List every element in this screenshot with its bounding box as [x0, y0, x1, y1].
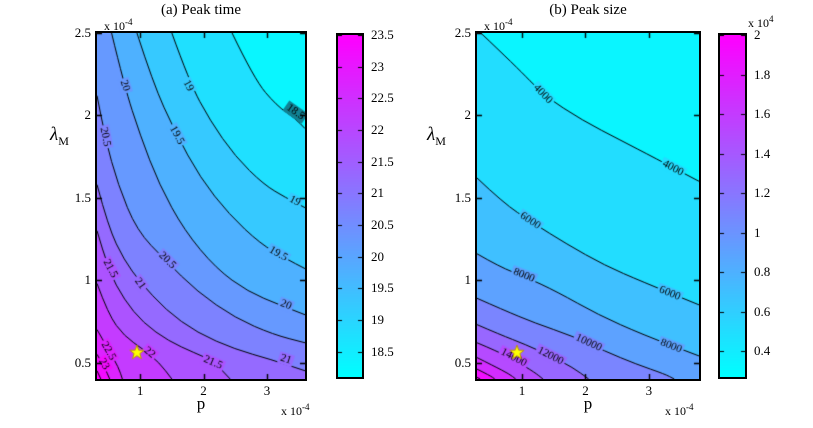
panel-b-y-scale-label: x 10-4 — [484, 17, 513, 33]
y-tick-label: 1 — [84, 272, 92, 288]
x-tick-label: 2 — [200, 383, 207, 398]
panel-a-y-axis-label: λM — [50, 124, 69, 148]
panel-a-title: (a) Peak time — [161, 2, 241, 18]
y-tick-label: 1.5 — [454, 189, 471, 205]
x-tick-label: 3 — [263, 383, 271, 398]
colorbar-tick-label: 21 — [371, 185, 384, 201]
panel-a-x-scale-label: x 10-4 — [281, 402, 310, 418]
colorbar-tick-label: 20.5 — [371, 217, 394, 232]
y-tick-label: 2.5 — [454, 25, 471, 40]
panel-b-colorbar-scale-label: x 104 — [748, 14, 774, 30]
colorbar-tick-label: 1.4 — [754, 145, 771, 161]
y-tick-label: 2 — [464, 107, 472, 123]
colorbar-tick-label: 1 — [754, 224, 761, 240]
colorbar-tick-label: 2 — [754, 27, 761, 42]
panel-a-y-scale-label: x 10-4 — [104, 17, 133, 33]
colorbar-tick-label: 19.5 — [371, 280, 394, 296]
panel-b-colorbar — [720, 35, 745, 377]
panel-b-title: (b) Peak size — [549, 2, 627, 18]
colorbar-tick-label: 20 — [371, 248, 384, 264]
y-tick-label: 0.5 — [74, 354, 91, 370]
colorbar-tick-label: 1.8 — [754, 66, 771, 82]
colorbar-tick-label: 0.4 — [754, 343, 771, 359]
x-tick-label: 2 — [582, 383, 589, 398]
y-tick-label: 2 — [84, 107, 92, 123]
colorbar-tick-label: 0.6 — [754, 303, 771, 319]
y-tick-label: 1 — [464, 272, 472, 288]
panel-a-contour-plot — [97, 33, 305, 379]
colorbar-tick-label: 1.6 — [754, 106, 771, 122]
panel-b-x-scale-label: x 10-4 — [665, 402, 694, 418]
colorbar-tick-label: 1.2 — [754, 185, 771, 201]
colorbar-tick-label: 22 — [371, 122, 384, 137]
colorbar-tick-label: 23 — [371, 58, 384, 74]
colorbar-tick-label: 0.8 — [754, 264, 771, 280]
x-tick-label: 3 — [645, 383, 653, 398]
y-tick-label: 0.5 — [454, 354, 471, 370]
panel-b-y-axis-label: λM — [427, 124, 446, 148]
colorbar-tick-label: 18.5 — [371, 343, 394, 359]
colorbar-tick-label: 23.5 — [371, 27, 394, 42]
colorbar-tick-label: 19 — [371, 312, 384, 327]
y-tick-label: 1.5 — [74, 189, 91, 205]
x-tick-label: 1 — [136, 383, 144, 398]
panel-b-x-axis-label: p — [583, 394, 593, 413]
panel-a-x-axis-label: p — [196, 394, 206, 413]
y-tick-label: 2.5 — [74, 25, 91, 40]
panel-b-contour-plot — [477, 33, 699, 379]
colorbar-tick-label: 22.5 — [371, 90, 394, 106]
panel-a-colorbar — [338, 35, 362, 377]
colorbar-tick-label: 21.5 — [371, 153, 394, 169]
x-tick-label: 1 — [518, 383, 526, 398]
